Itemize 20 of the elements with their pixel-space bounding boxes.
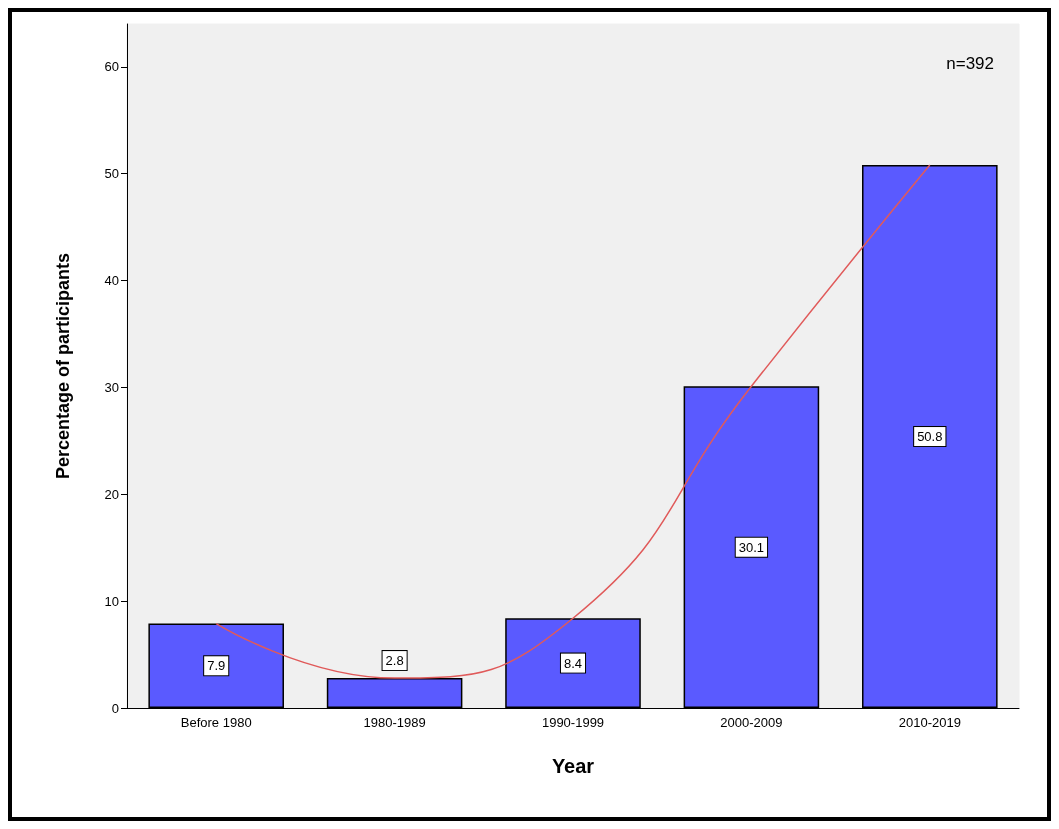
x-tick-label: Before 1980 xyxy=(180,715,252,730)
x-tick-label: 2010-2019 xyxy=(898,715,961,730)
data-label: 30.1 xyxy=(738,539,765,555)
x-tick-label: 2000-2009 xyxy=(720,715,783,730)
y-tick-label: 20 xyxy=(104,486,119,502)
data-label: 50.8 xyxy=(917,429,943,445)
y-tick-label: 30 xyxy=(104,379,119,395)
y-tick-label: 50 xyxy=(104,166,119,182)
data-label: 7.9 xyxy=(207,658,226,674)
data-label: 2.8 xyxy=(385,653,404,669)
y-tick-label: 60 xyxy=(104,59,119,75)
data-label: 8.4 xyxy=(563,655,583,671)
x-tick-label: 1990-1999 xyxy=(541,715,605,730)
y-tick-label: 10 xyxy=(104,593,119,609)
x-tick-label: 1980-1989 xyxy=(363,715,426,730)
y-tick-label: 40 xyxy=(104,273,119,288)
y-tick-label: 0 xyxy=(111,700,119,716)
x-axis-title: Year xyxy=(551,755,595,777)
y-axis-title: Percentage of participants xyxy=(53,252,73,480)
annotation: n=392 xyxy=(946,54,994,73)
